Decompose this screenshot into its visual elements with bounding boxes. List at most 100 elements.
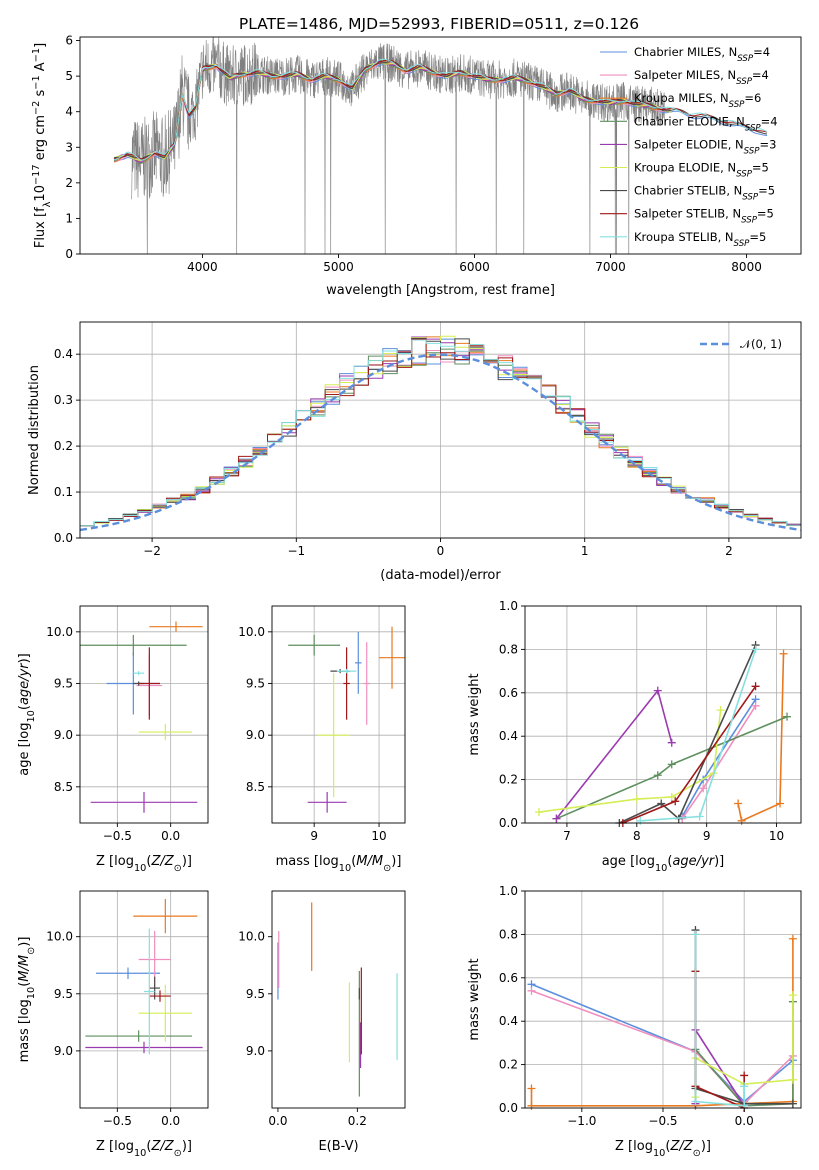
weight-marker [527, 1084, 536, 1093]
axes-frame [524, 605, 802, 824]
weight-line [531, 990, 794, 1105]
residual-histogram [80, 339, 801, 527]
x-tick-label: 7 [563, 829, 571, 843]
weight-marker [788, 934, 797, 943]
weight-line [737, 653, 785, 822]
weight-marker [788, 1075, 797, 1084]
weight-marker [534, 808, 543, 817]
x-axis-label: E(B-V) [318, 1139, 358, 1154]
x-tick-label: 2 [725, 544, 733, 558]
weight-marker [740, 1082, 749, 1091]
legend-label: Salpeter STELIB, NSSP=5 [634, 207, 774, 226]
y-tick-label: 0 [65, 247, 73, 261]
x-tick-label: −2 [143, 544, 161, 558]
y-tick-label: 10.0 [46, 625, 73, 639]
x-tick-label: 5000 [323, 260, 354, 274]
axes-frame [79, 605, 209, 824]
y-tick-label: 9.5 [54, 987, 73, 1001]
x-tick-label: 9 [703, 829, 711, 843]
y-tick-label: 0.2 [499, 1058, 518, 1072]
observed-spectrum [131, 37, 665, 254]
x-tick-label: 10 [371, 829, 386, 843]
y-tick-label: 9.0 [246, 1044, 265, 1058]
model-line [113, 59, 768, 160]
y-tick-label: 1 [65, 211, 73, 225]
weight-marker [667, 760, 676, 769]
weight-marker [740, 1071, 749, 1080]
x-axis-label: age [log10(age/yr)] [602, 854, 725, 874]
y-tick-label: 0.6 [499, 686, 518, 700]
x-tick-label: 9 [310, 829, 318, 843]
y-tick-label: 0.8 [499, 642, 518, 656]
x-tick-label: 8 [633, 829, 641, 843]
y-axis-label: mass [log10(M/M⊙)] [17, 937, 37, 1063]
y-tick-label: 3 [65, 140, 73, 154]
y-tick-label: 0.2 [54, 439, 73, 453]
legend-label: Kroupa MILES, NSSP=6 [634, 91, 761, 110]
y-axis-label: age [log10(age/yr)] [17, 653, 37, 776]
y-tick-label: 1.0 [499, 884, 518, 898]
x-tick-label: 7000 [595, 260, 626, 274]
y-tick-label: 9.0 [54, 1044, 73, 1058]
figure-title: PLATE=1486, MJD=52993, FIBERID=0511, z=0… [239, 15, 639, 33]
y-tick-label: 6 [65, 34, 73, 48]
weight-line [694, 971, 745, 1110]
legend-label: Chabrier ELODIE, NSSP=4 [634, 114, 778, 133]
x-tick-label: −0.5 [648, 1114, 677, 1128]
weight-line [556, 715, 788, 820]
y-axis-label: mass weight [467, 673, 482, 755]
y-tick-label: 2 [65, 176, 73, 190]
x-axis-label: Z [log10(Z/Z⊙)] [96, 854, 192, 874]
weight-marker [788, 1099, 797, 1108]
x-tick-label: −1.0 [567, 1114, 596, 1128]
weight-marker [691, 1097, 700, 1106]
model-line [113, 58, 768, 161]
y-tick-label: 0.4 [499, 1014, 518, 1028]
weight-marker [695, 812, 704, 821]
x-axis-label: Z [log10(Z/Z⊙)] [96, 1139, 192, 1159]
x-tick-label: 10 [769, 829, 784, 843]
y-tick-label: 10.0 [238, 930, 265, 944]
weight-marker [751, 701, 760, 710]
x-tick-label: 0.2 [348, 1114, 367, 1128]
weight-marker [691, 930, 700, 939]
weight-marker [653, 771, 662, 780]
weight-marker [527, 986, 536, 995]
legend-label: Kroupa STELIB, NSSP=5 [634, 230, 766, 249]
y-axis-label: Flux [fλ10−17 erg cm−2 s−1 A−1] [31, 43, 53, 248]
weight-marker [632, 795, 641, 804]
weight-marker [636, 816, 645, 825]
x-tick-label: −1 [287, 544, 305, 558]
weight-marker [783, 712, 792, 721]
y-tick-label: 8.5 [54, 780, 73, 794]
weight-marker [667, 738, 676, 747]
x-tick-label: −0.5 [103, 829, 132, 843]
x-tick-label: 0.0 [161, 829, 180, 843]
x-tick-label: 0.0 [161, 1114, 180, 1128]
y-axis-label: mass weight [467, 958, 482, 1040]
legend-label: Chabrier STELIB, NSSP=5 [634, 184, 775, 203]
weight-marker [788, 991, 797, 1000]
weight-marker [699, 784, 708, 793]
normal-curve [79, 353, 802, 532]
weight-line [530, 938, 794, 1107]
weight-marker [779, 649, 788, 658]
weight-line [694, 934, 745, 1107]
weight-marker [667, 792, 676, 801]
y-tick-label: 0.2 [499, 773, 518, 787]
y-tick-label: 4 [65, 105, 73, 119]
y-tick-label: 9.0 [54, 728, 73, 742]
y-tick-label: 0.1 [54, 485, 73, 499]
x-tick-label: 0.0 [735, 1114, 754, 1128]
y-tick-label: 9.5 [246, 677, 265, 691]
x-tick-label: 0 [437, 544, 445, 558]
y-tick-label: 5 [65, 69, 73, 83]
y-tick-label: 8.5 [246, 780, 265, 794]
y-tick-label: 9.0 [246, 728, 265, 742]
x-axis-label: (data-model)/error [380, 568, 501, 583]
y-tick-label: 9.5 [54, 677, 73, 691]
x-axis-label: Z [log10(Z/Z⊙)] [615, 1139, 711, 1159]
y-tick-label: 9.5 [246, 987, 265, 1001]
data-layer [79, 37, 802, 1112]
